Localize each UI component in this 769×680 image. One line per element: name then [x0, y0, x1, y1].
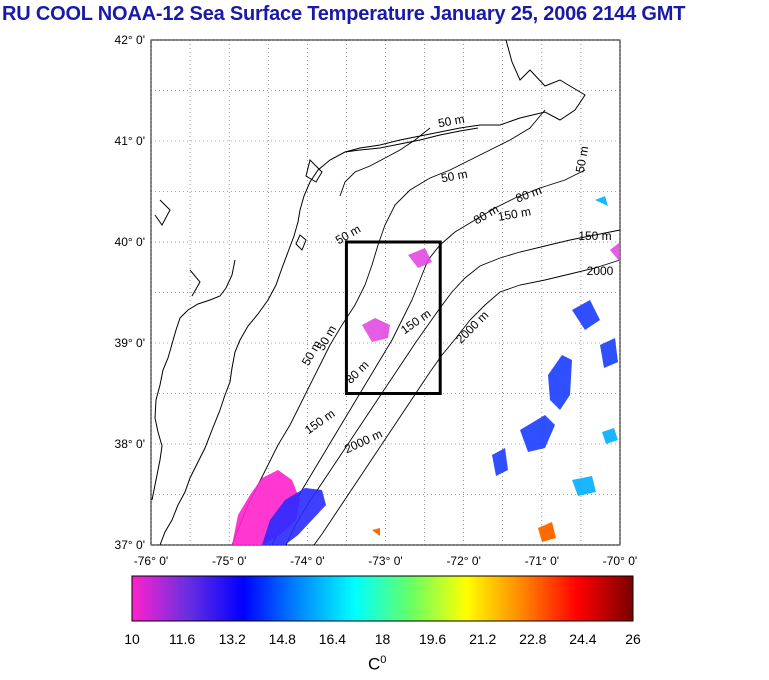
- colorbar-tick-label: 21.2: [469, 631, 496, 647]
- colorbar-tick-label: 19.6: [419, 631, 446, 647]
- longitude-label: -75° 0': [212, 554, 246, 568]
- contour-label: 50 m: [573, 145, 591, 174]
- colorbar-tick-label: 24.4: [569, 631, 596, 647]
- unit-superscript: 0: [380, 654, 387, 666]
- graticule: [150, 39, 621, 546]
- contour-label: 150 m: [578, 229, 611, 243]
- sst-hot-spots: [372, 522, 556, 542]
- latitude-label: 38° 0': [115, 437, 145, 451]
- coastline: [151, 39, 586, 546]
- colorbar-tick-label: 13.2: [219, 631, 246, 647]
- colorbar-tick-label: 26: [625, 631, 641, 647]
- depth-contours: [231, 109, 621, 546]
- longitude-label: -72° 0': [446, 554, 480, 568]
- sst-warm-spots: [572, 196, 618, 496]
- colorbar-tick-label: 16.4: [319, 631, 346, 647]
- colorbar-tick-label: 11.6: [169, 631, 195, 647]
- colorbar-ticks: 10 11.6 13.2 14.8 16.4 18 19.6 21.2 22.8 24.4 26: [124, 631, 641, 647]
- map-title: RU COOL NOAA-12 Sea Surface Temperature …: [2, 3, 686, 25]
- colorbar-tick-label: 22.8: [519, 631, 546, 647]
- longitude-label: -76° 0': [134, 554, 168, 568]
- sst-offshore-patches: [492, 300, 618, 476]
- contour-label: 150 m: [497, 204, 532, 224]
- latitude-label: 41° 0': [115, 134, 145, 148]
- colorbar-unit: C0: [368, 654, 386, 675]
- latitude-label: 40° 0': [115, 235, 145, 249]
- longitude-label: -71° 0': [525, 554, 559, 568]
- latitude-labels: 42° 0' 41° 0' 40° 0' 39° 0' 38° 0' 37° 0': [115, 33, 145, 552]
- latitude-label: 42° 0': [115, 33, 145, 47]
- study-area-box: [344, 240, 442, 395]
- contour-label: 50 m: [437, 112, 466, 130]
- colorbar-tick-label: 18: [375, 631, 391, 647]
- colorbar-tick-label: 14.8: [269, 631, 296, 647]
- sst-cool-patch-sw: [262, 488, 326, 545]
- colorbar: [131, 575, 634, 622]
- sst-mid-patch: [362, 242, 620, 342]
- longitude-label: -74° 0': [290, 554, 324, 568]
- unit-label: C: [368, 654, 381, 674]
- longitude-labels: -76° 0' -75° 0' -74° 0' -73° 0' -72° 0' -71° …: [134, 554, 637, 568]
- contour-label: 50 m: [440, 167, 469, 185]
- latitude-label: 39° 0': [115, 336, 145, 350]
- contour-label: 2000: [587, 264, 614, 278]
- latitude-label: 37° 0': [115, 538, 145, 552]
- longitude-label: -70° 0': [603, 554, 637, 568]
- colorbar-tick-label: 10: [124, 631, 140, 647]
- longitude-label: -73° 0': [368, 554, 402, 568]
- sst-patches: [232, 196, 620, 545]
